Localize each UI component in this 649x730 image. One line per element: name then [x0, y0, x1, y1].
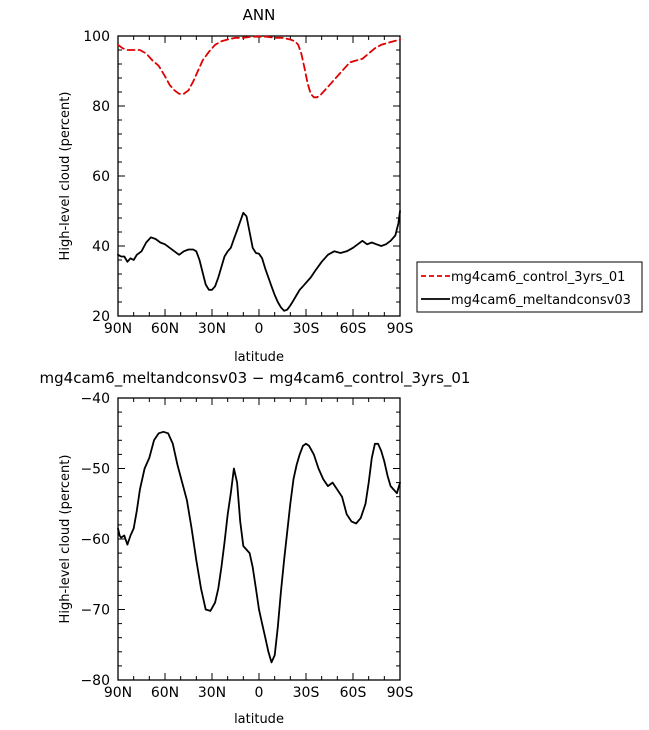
- bottom-panel: mg4cam6_meltandconsv03 − mg4cam6_control…: [40, 369, 471, 727]
- bottom-x-tick-label: 30S: [293, 685, 320, 701]
- top-x-tick-label: 60S: [340, 321, 367, 337]
- bottom-y-tick-label: −70: [80, 603, 110, 619]
- top-x-axis-label: latitude: [234, 350, 284, 365]
- bottom-y-tick-label: −40: [80, 391, 110, 407]
- legend-box: [416, 261, 643, 313]
- top-series-line-1: [117, 35, 401, 99]
- top-x-tick-label: 30N: [198, 321, 226, 337]
- bottom-x-tick-label: 60N: [151, 685, 179, 701]
- top-x-tick-label: 90S: [387, 321, 414, 337]
- bottom-series-line-1: [117, 430, 401, 664]
- bottom-x-tick-label: 60S: [340, 685, 367, 701]
- top-x-tick-label: 30S: [293, 321, 320, 337]
- top-y-tick-label: 100: [83, 29, 110, 45]
- top-x-tick-label: 90N: [104, 321, 132, 337]
- top-y-axis-label: High-level cloud (percent): [58, 92, 73, 261]
- bottom-y-tick-label: −50: [80, 462, 110, 478]
- top-chart-title: ANN: [243, 6, 276, 24]
- bottom-x-tick-label: 0: [255, 685, 264, 701]
- bottom-chart-title: mg4cam6_meltandconsv03 − mg4cam6_control…: [40, 369, 471, 388]
- bottom-x-tick-label: 90N: [104, 685, 132, 701]
- top-legend: mg4cam6_control_3yrs_01 mg4cam6_meltandco…: [416, 261, 643, 313]
- top-panel: ANN 90N 60N 30N 0 30S 60S 90S 20 40 60 80 100 latit…: [58, 6, 643, 365]
- top-y-tick-label: 40: [92, 239, 110, 255]
- top-plot-frame: [117, 35, 401, 317]
- bottom-x-tick-label: 30N: [198, 685, 226, 701]
- legend-entry-2: mg4cam6_meltandconsv03: [451, 293, 631, 308]
- bottom-plot-area: 90N 60N 30N 0 30S 60S 90S −80 −70 −60 −50 −40: [80, 391, 413, 701]
- legend-entry-1: mg4cam6_control_3yrs_01: [451, 270, 625, 285]
- bottom-y-tick-label: −60: [80, 532, 110, 548]
- bottom-x-axis-label: latitude: [234, 712, 284, 727]
- bottom-y-tick-label: −80: [80, 673, 110, 689]
- top-y-tick-label: 60: [92, 169, 110, 185]
- top-x-tick-label: 0: [255, 321, 264, 337]
- top-series-line-2: [117, 210, 401, 312]
- top-y-tick-label: 80: [92, 99, 110, 115]
- top-y-tick-label: 20: [92, 309, 110, 325]
- bottom-y-axis-label: High-level cloud (percent): [58, 455, 73, 624]
- bottom-x-tick-label: 90S: [387, 685, 414, 701]
- top-x-tick-label: 60N: [151, 321, 179, 337]
- top-plot-area: 90N 60N 30N 0 30S 60S 90S 20 40 60 80 100: [83, 29, 413, 337]
- bottom-plot-frame: [117, 397, 401, 681]
